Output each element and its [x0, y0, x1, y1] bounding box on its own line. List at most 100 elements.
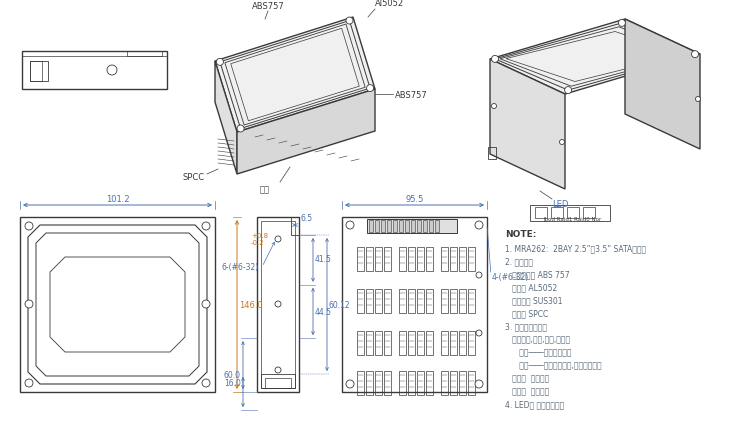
Text: 146.0: 146.0	[239, 300, 262, 309]
Bar	[366, 331, 373, 355]
Bar	[468, 331, 475, 355]
Circle shape	[560, 140, 565, 145]
Circle shape	[692, 52, 698, 58]
Circle shape	[202, 379, 210, 387]
Text: 60.12: 60.12	[329, 300, 350, 309]
Text: 资金: 资金	[260, 184, 270, 194]
Text: ABS757: ABS757	[251, 2, 284, 11]
Polygon shape	[490, 60, 565, 190]
Bar	[399, 289, 406, 313]
Text: 6-(#6-32): 6-(#6-32)	[222, 263, 260, 272]
Bar	[375, 247, 382, 271]
Bar	[357, 289, 364, 313]
Bar	[408, 289, 415, 313]
Bar	[417, 289, 424, 313]
Bar	[450, 331, 457, 355]
Text: 95.5: 95.5	[405, 194, 424, 203]
Bar	[468, 371, 475, 395]
Bar	[426, 331, 433, 355]
Bar	[417, 247, 424, 271]
Bar	[257, 218, 299, 392]
Circle shape	[475, 221, 483, 230]
Bar	[429, 221, 433, 233]
Text: 塑胶：门,本体,推杆,连杆，: 塑胶：门,本体,推杆,连杆，	[505, 334, 570, 343]
Bar	[459, 289, 466, 313]
Bar	[20, 218, 215, 392]
Text: 塑胶材料： ABS 757: 塑胶材料： ABS 757	[505, 269, 569, 278]
Bar	[468, 247, 475, 271]
Circle shape	[367, 86, 374, 92]
Text: Al5052: Al5052	[375, 0, 404, 8]
Polygon shape	[215, 62, 237, 175]
Text: LED: LED	[552, 200, 568, 209]
Text: SPCC: SPCC	[183, 173, 205, 182]
Circle shape	[25, 222, 33, 230]
Bar	[426, 371, 433, 395]
Bar	[366, 371, 373, 395]
Bar	[408, 331, 415, 355]
Bar	[369, 221, 373, 233]
Circle shape	[275, 237, 281, 243]
Circle shape	[275, 367, 281, 373]
Text: 41.5: 41.5	[315, 255, 332, 264]
Text: 上盖： AL5052: 上盖： AL5052	[505, 283, 557, 291]
Polygon shape	[490, 20, 700, 95]
Bar	[459, 371, 466, 395]
Bar	[459, 331, 466, 355]
Bar	[441, 247, 448, 271]
Bar	[30, 62, 48, 82]
Bar	[22, 52, 167, 90]
Circle shape	[475, 380, 483, 388]
Bar	[357, 331, 364, 355]
Bar	[399, 221, 403, 233]
Text: ABS757: ABS757	[395, 90, 427, 99]
Text: 下盖：  喷粉黑色: 下盖： 喷粉黑色	[505, 386, 549, 395]
Bar	[535, 208, 547, 218]
Bar	[399, 371, 406, 395]
Bar	[441, 289, 448, 313]
Text: NOTE:: NOTE:	[505, 230, 536, 239]
Circle shape	[202, 222, 210, 230]
Circle shape	[476, 272, 482, 278]
Text: 60.0: 60.0	[224, 370, 241, 379]
Bar	[375, 221, 379, 233]
Bar	[459, 247, 466, 271]
Circle shape	[619, 20, 626, 28]
Bar	[583, 208, 595, 218]
Bar	[375, 371, 382, 395]
Bar	[366, 289, 373, 313]
Text: 门弹片： SUS301: 门弹片： SUS301	[505, 295, 562, 304]
Text: 2. 规格说明: 2. 规格说明	[505, 256, 533, 265]
Bar	[417, 371, 424, 395]
Text: Jbod Raid1 Raid0 Nor: Jbod Raid1 Raid0 Nor	[543, 216, 601, 221]
Bar	[417, 331, 424, 355]
Circle shape	[25, 379, 33, 387]
Circle shape	[275, 301, 281, 307]
Bar	[387, 221, 391, 233]
Text: 1. MRA262:  2BAY 2.5”刽3.5” SATA硬盘盒: 1. MRA262: 2BAY 2.5”刽3.5” SATA硬盘盒	[505, 243, 646, 252]
Circle shape	[25, 300, 33, 308]
Circle shape	[346, 18, 353, 25]
Text: 3. 表面处理、色彩: 3. 表面处理、色彩	[505, 321, 547, 330]
Bar	[488, 147, 496, 160]
Bar	[426, 247, 433, 271]
Circle shape	[346, 221, 354, 230]
Bar	[357, 247, 364, 271]
Bar	[551, 208, 563, 218]
Bar	[291, 218, 299, 236]
Circle shape	[491, 56, 499, 63]
Circle shape	[237, 126, 244, 133]
Bar	[405, 221, 409, 233]
Bar	[411, 221, 415, 233]
Bar	[393, 221, 397, 233]
Text: 上盖：  阳极酶色: 上盖： 阳极酶色	[505, 373, 549, 382]
Bar	[441, 331, 448, 355]
Bar	[423, 221, 427, 233]
Bar	[375, 289, 382, 313]
Bar	[384, 371, 391, 395]
Polygon shape	[625, 20, 700, 150]
Text: 卡勾――直接射出黑色: 卡勾――直接射出黑色	[505, 347, 572, 356]
Polygon shape	[215, 18, 375, 133]
Text: 下盖： SPCC: 下盖： SPCC	[505, 308, 548, 317]
Bar	[375, 331, 382, 355]
